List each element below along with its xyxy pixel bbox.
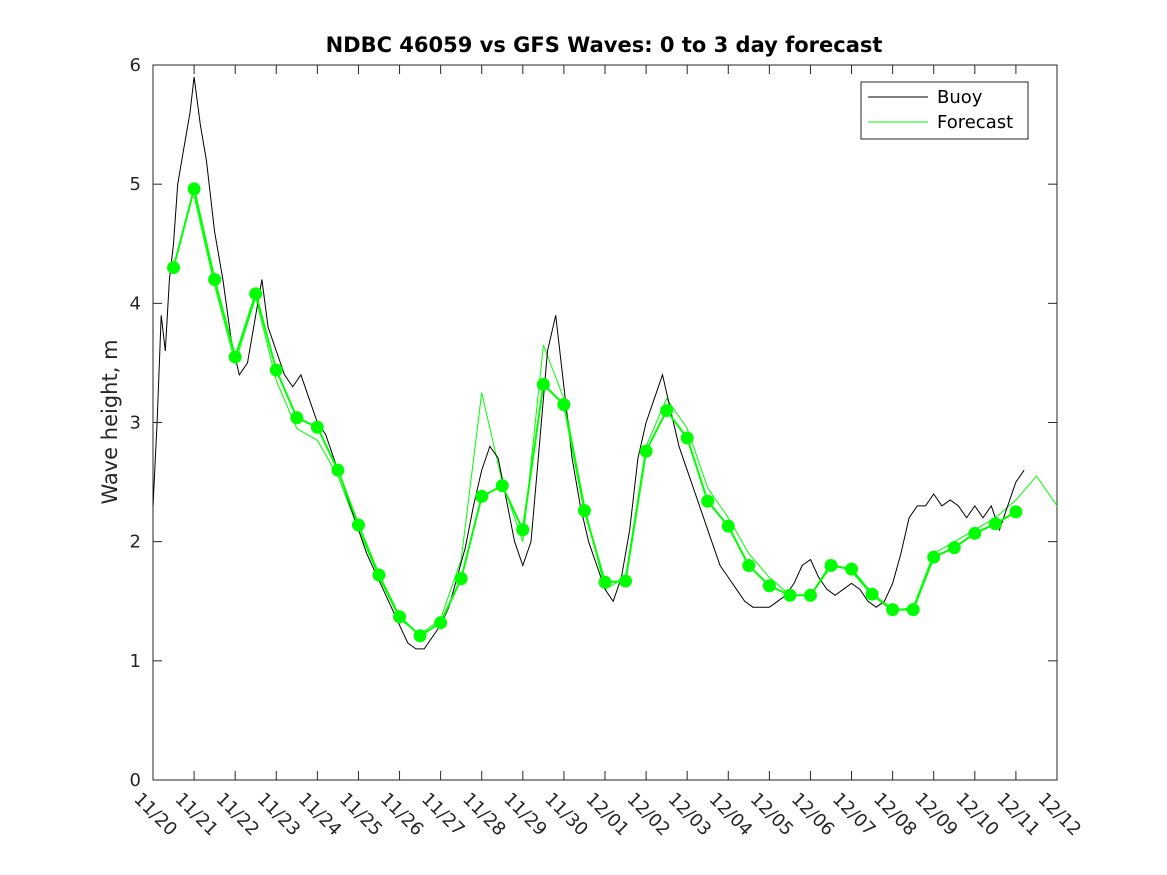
chart-title: NDBC 46059 vs GFS Waves: 0 to 3 day fore… [326, 33, 883, 57]
y-tick-label: 0 [130, 770, 141, 791]
y-tick-label: 6 [130, 55, 141, 76]
forecast-marker [557, 398, 571, 412]
forecast-marker [1009, 505, 1023, 519]
legend-forecast-label: Forecast [937, 112, 1013, 133]
forecast-marker [660, 404, 674, 418]
forecast-marker [886, 603, 900, 617]
legend-box [860, 81, 1029, 140]
forecast-marker [167, 261, 181, 275]
legend: Buoy Forecast [860, 81, 1029, 140]
forecast-marker [803, 588, 817, 602]
forecast-marker [783, 588, 797, 602]
plot-area [152, 64, 1058, 781]
forecast-marker [351, 518, 365, 532]
forecast-marker [310, 420, 324, 434]
forecast-marker [598, 575, 612, 589]
legend-buoy-label: Buoy [937, 87, 983, 108]
forecast-markers [167, 182, 1023, 643]
forecast-marker [845, 562, 859, 576]
forecast-marker [495, 479, 509, 493]
forecast-marker [824, 559, 838, 572]
forecast-marker [762, 579, 776, 593]
forecast-marker [249, 287, 263, 301]
forecast-marker [413, 629, 427, 643]
forecast-marker [639, 444, 653, 458]
forecast-marker [475, 489, 489, 503]
forecast-marker [516, 523, 530, 537]
y-tick-label: 5 [130, 174, 141, 195]
forecast-marker [721, 519, 735, 533]
forecast-marker [927, 550, 941, 564]
forecast-marker [228, 350, 242, 364]
forecast-marker [577, 504, 591, 518]
forecast-marker [988, 517, 1002, 531]
forecast-marker [680, 431, 694, 445]
forecast-marker [331, 463, 345, 477]
y-tick-label: 1 [130, 651, 141, 672]
forecast-marker [187, 182, 201, 196]
forecast-marker [742, 559, 756, 572]
y-tick-label: 2 [130, 532, 141, 553]
forecast-marker [454, 572, 468, 586]
y-tick-label: 4 [130, 293, 141, 314]
forecast-marker [536, 377, 550, 391]
forecast-marker [947, 541, 961, 555]
forecast-marker [290, 411, 304, 425]
forecast-marker [372, 568, 386, 582]
forecast-marker [208, 273, 222, 286]
forecast-marker [393, 610, 407, 624]
forecast-marker [619, 574, 633, 588]
forecast-marker [434, 616, 448, 630]
forecast-marker [865, 587, 879, 601]
forecast-marker [968, 526, 982, 540]
y-tick-label: 3 [130, 413, 141, 434]
forecast-marker [269, 363, 283, 377]
forecast-marker [701, 494, 715, 508]
forecast-marker [906, 603, 920, 617]
y-axis-label: Wave height, m [98, 339, 122, 504]
